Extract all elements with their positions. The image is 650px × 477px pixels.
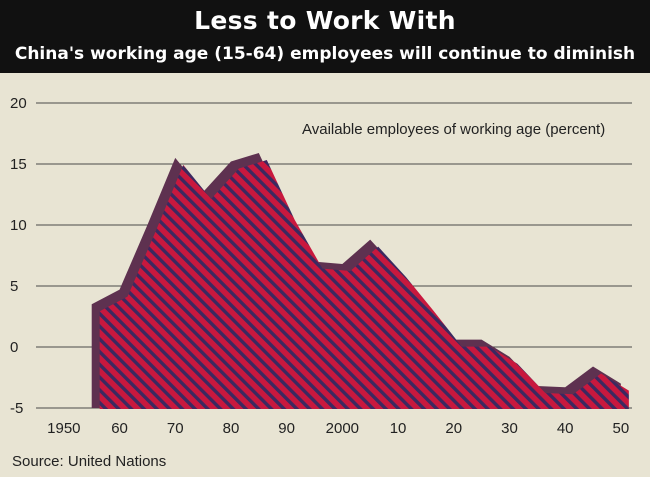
x-tick-label: 30 bbox=[501, 420, 518, 437]
y-tick-label: 0 bbox=[10, 339, 18, 356]
y-tick-label: 15 bbox=[10, 156, 27, 173]
x-tick-label: 10 bbox=[390, 420, 407, 437]
area-series bbox=[99, 160, 629, 415]
x-tick-label: 60 bbox=[111, 420, 128, 437]
y-tick-label: 5 bbox=[10, 278, 18, 295]
x-tick-label: 20 bbox=[445, 420, 462, 437]
chart-subtitle: China's working age (15-64) employees wi… bbox=[14, 44, 636, 64]
y-tick-label: -5 bbox=[10, 400, 23, 417]
x-tick-label: 40 bbox=[557, 420, 574, 437]
chart-title: Less to Work With bbox=[194, 6, 456, 35]
y-tick-label: 20 bbox=[10, 95, 27, 112]
y-tick-label: 10 bbox=[10, 217, 27, 234]
x-tick-label: 1950 bbox=[47, 420, 80, 437]
source-note: Source: United Nations bbox=[12, 453, 167, 470]
x-tick-label: 90 bbox=[278, 420, 295, 437]
x-tick-label: 80 bbox=[223, 420, 240, 437]
baseline-mask bbox=[0, 409, 650, 419]
x-tick-label: 2000 bbox=[326, 420, 359, 437]
chart-header: Less to Work With China's working age (1… bbox=[0, 0, 650, 73]
x-tick-label: 50 bbox=[613, 420, 630, 437]
chart-annotation: Available employees of working age (perc… bbox=[302, 121, 605, 138]
x-tick-label: 70 bbox=[167, 420, 184, 437]
